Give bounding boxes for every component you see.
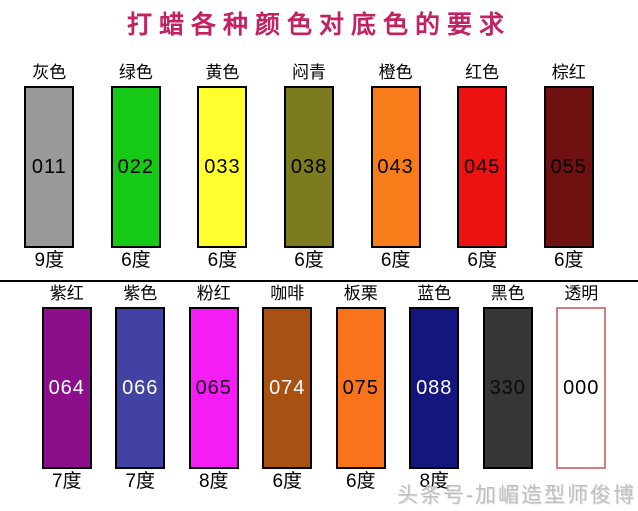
color-column-065: 粉红 065 8度 [177, 285, 251, 493]
color-name-label: 灰色 [32, 63, 67, 82]
color-column-043: 橙色 043 6度 [352, 62, 439, 272]
color-column-064: 紫红 064 7度 [30, 285, 104, 493]
color-swatch-033: 033 [197, 86, 248, 248]
color-swatch-011: 011 [24, 86, 75, 248]
color-swatch-045: 045 [457, 86, 508, 248]
color-column-000: 透明 000 [545, 285, 619, 493]
color-name-label: 棕红 [551, 63, 586, 82]
color-column-033: 黄色 033 6度 [179, 62, 266, 272]
color-column-011: 灰色 011 9度 [6, 62, 93, 272]
color-row-top: 灰色 011 9度 绿色 022 6度 黄色 033 6度 闷青 038 6度 橙色 043 6度 红色 045… [0, 62, 638, 272]
color-column-088: 蓝色 088 8度 [398, 285, 472, 493]
color-row-bottom: 紫红 064 7度 紫色 066 7度 粉红 065 8度 咖啡 074 6度 板栗 075 6度 蓝色 088… [0, 285, 638, 493]
degree-label: 6度 [207, 250, 238, 271]
degree-label: 6度 [272, 471, 303, 492]
color-name-label: 咖啡 [270, 284, 305, 303]
color-name-label: 黄色 [205, 63, 240, 82]
color-swatch-064: 064 [41, 307, 92, 469]
degree-label: 6度 [294, 250, 324, 271]
color-name-label: 红色 [465, 63, 500, 82]
color-column-330: 黑色 330 [471, 285, 545, 493]
degree-label: 6度 [345, 471, 376, 492]
color-name-label: 粉红 [196, 284, 231, 303]
color-swatch-330: 330 [482, 307, 533, 469]
degree-label: 8度 [198, 471, 229, 492]
color-column-045: 红色 045 6度 [439, 62, 526, 272]
degree-label: 9度 [34, 250, 65, 271]
color-swatch-055: 055 [543, 86, 594, 248]
degree-label: 6度 [380, 250, 411, 271]
degree-label: 8度 [419, 471, 450, 492]
degree-label: 6度 [553, 250, 584, 271]
color-name-label: 紫红 [49, 284, 84, 303]
color-name-label: 黑色 [490, 284, 525, 303]
color-name-label: 蓝色 [417, 284, 452, 303]
color-column-022: 绿色 022 6度 [93, 62, 180, 272]
color-swatch-022: 022 [110, 86, 161, 248]
color-swatch-065: 065 [188, 307, 239, 469]
color-column-074: 咖啡 074 6度 [251, 285, 325, 493]
degree-label: 7度 [51, 471, 82, 492]
color-name-label: 绿色 [118, 63, 153, 82]
color-column-038: 闷青 038 6度 [266, 62, 353, 272]
degree-label: 7度 [125, 471, 156, 492]
color-swatch-066: 066 [115, 307, 166, 469]
degree-label: 6度 [467, 250, 497, 271]
watermark-text: 头条号-加嵋造型师俊博 [397, 484, 636, 507]
color-swatch-043: 043 [370, 86, 421, 248]
color-swatch-075: 075 [335, 307, 386, 469]
color-name-label: 橙色 [378, 63, 413, 82]
color-column-075: 板栗 075 6度 [324, 285, 398, 493]
divider-line [0, 280, 638, 282]
color-column-066: 紫色 066 7度 [104, 285, 178, 493]
color-name-label: 闷青 [292, 63, 327, 82]
color-column-055: 棕红 055 6度 [525, 62, 612, 272]
color-swatch-074: 074 [262, 307, 313, 469]
color-swatch-000: 000 [556, 307, 607, 469]
color-swatch-088: 088 [409, 307, 460, 469]
color-name-label: 透明 [564, 284, 599, 303]
page-title: 打蜡各种颜色对底色的要求 [126, 10, 511, 39]
color-name-label: 紫色 [123, 284, 158, 303]
degree-label: 6度 [121, 250, 151, 271]
color-name-label: 板栗 [343, 284, 378, 303]
color-swatch-038: 038 [284, 86, 335, 248]
